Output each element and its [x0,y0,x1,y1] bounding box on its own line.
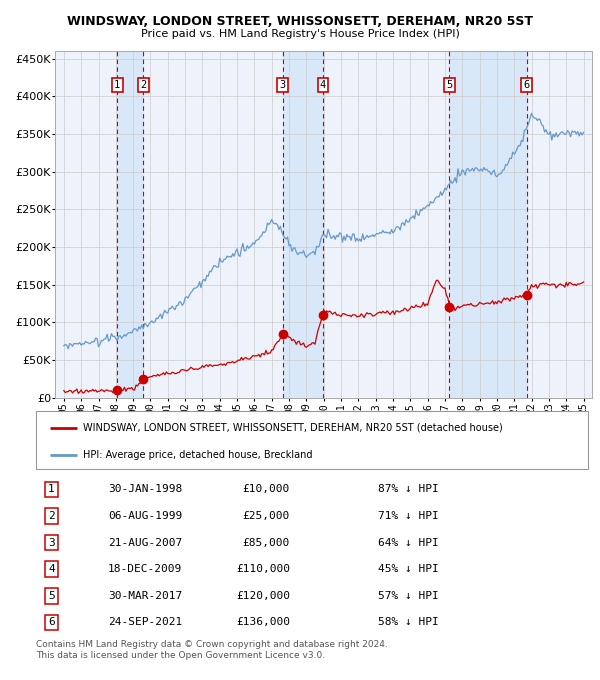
Text: 30-MAR-2017: 30-MAR-2017 [108,591,182,601]
Bar [283,51,323,398]
Bar [117,51,143,398]
Text: 6: 6 [524,80,530,90]
Text: 57% ↓ HPI: 57% ↓ HPI [378,591,439,601]
Text: 1: 1 [48,484,55,494]
Text: 24-SEP-2021: 24-SEP-2021 [108,617,182,628]
Text: 87% ↓ HPI: 87% ↓ HPI [378,484,439,494]
Text: 5: 5 [48,591,55,601]
Text: WINDSWAY, LONDON STREET, WHISSONSETT, DEREHAM, NR20 5ST (detached house): WINDSWAY, LONDON STREET, WHISSONSETT, DE… [83,422,503,432]
Text: £85,000: £85,000 [242,538,290,547]
Text: 5: 5 [446,80,452,90]
Text: HPI: Average price, detached house, Breckland: HPI: Average price, detached house, Brec… [83,449,313,460]
Text: £120,000: £120,000 [236,591,290,601]
Text: This data is licensed under the Open Government Licence v3.0.: This data is licensed under the Open Gov… [36,651,325,660]
Text: £110,000: £110,000 [236,564,290,574]
Text: 18-DEC-2009: 18-DEC-2009 [108,564,182,574]
Text: £136,000: £136,000 [236,617,290,628]
Text: 58% ↓ HPI: 58% ↓ HPI [378,617,439,628]
Text: 2: 2 [48,511,55,521]
Text: 45% ↓ HPI: 45% ↓ HPI [378,564,439,574]
Text: £25,000: £25,000 [242,511,290,521]
Text: 1: 1 [114,80,121,90]
Text: 6: 6 [48,617,55,628]
Text: 2: 2 [140,80,146,90]
Text: 06-AUG-1999: 06-AUG-1999 [108,511,182,521]
FancyBboxPatch shape [36,411,588,469]
Text: 71% ↓ HPI: 71% ↓ HPI [378,511,439,521]
Text: Contains HM Land Registry data © Crown copyright and database right 2024.: Contains HM Land Registry data © Crown c… [36,641,388,649]
Text: Price paid vs. HM Land Registry's House Price Index (HPI): Price paid vs. HM Land Registry's House … [140,29,460,39]
Text: £10,000: £10,000 [242,484,290,494]
Text: 3: 3 [48,538,55,547]
Text: 4: 4 [48,564,55,574]
Text: 64% ↓ HPI: 64% ↓ HPI [378,538,439,547]
Text: 4: 4 [320,80,326,90]
Text: 21-AUG-2007: 21-AUG-2007 [108,538,182,547]
Bar [449,51,527,398]
Text: 30-JAN-1998: 30-JAN-1998 [108,484,182,494]
Text: 3: 3 [280,80,286,90]
Text: WINDSWAY, LONDON STREET, WHISSONSETT, DEREHAM, NR20 5ST: WINDSWAY, LONDON STREET, WHISSONSETT, DE… [67,15,533,29]
